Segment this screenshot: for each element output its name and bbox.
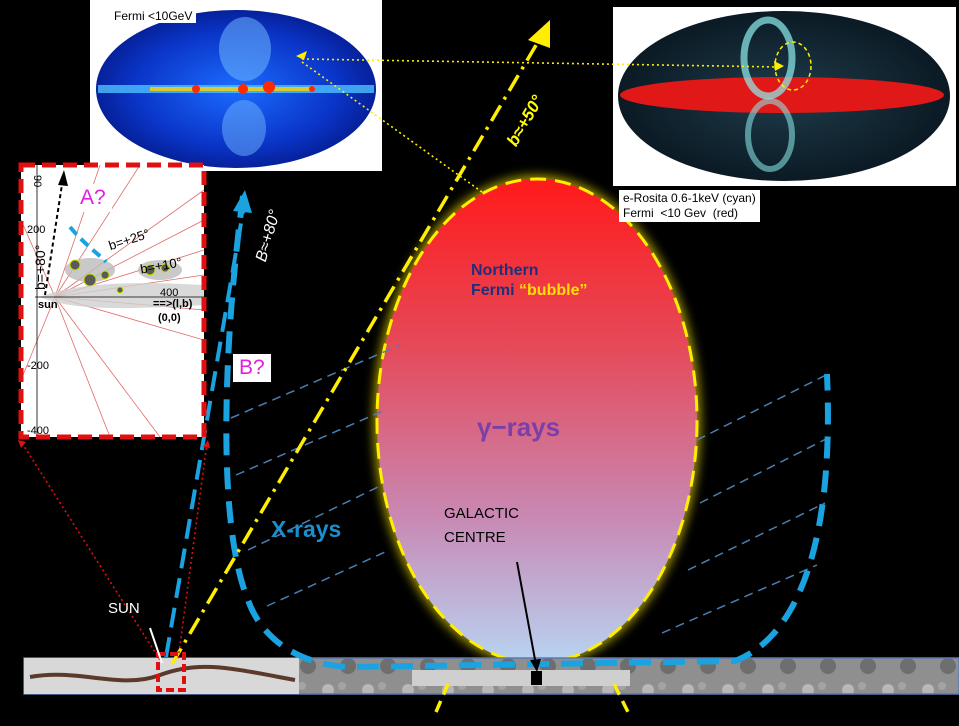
b80-sightline — [164, 199, 247, 658]
gamma-rays-label: γ−rays — [477, 412, 561, 442]
galactic-centre-label: GALACTIC CENTRE — [444, 505, 520, 546]
sun-label: SUN — [108, 600, 140, 617]
inset-question-a: A? — [74, 184, 112, 212]
inset-label-lb: ==>(l,b) — [153, 298, 193, 310]
fermi-bubble — [375, 177, 699, 665]
inset-connectors — [21, 442, 208, 661]
inset-connector-arrowheads — [18, 440, 210, 448]
bubble-title: Northern Fermi “bubble” — [471, 261, 587, 301]
erosita-map-label: e-Rosita 0.6-1keV (cyan) Fermi <10 Gev (… — [619, 190, 760, 222]
xray-hatching — [230, 344, 829, 634]
inset-tick-neg400: -400 — [27, 425, 50, 437]
b50-arrowhead — [528, 20, 550, 48]
inset-tick-200: 200 — [27, 224, 46, 236]
b80-arrowhead — [233, 190, 252, 213]
xray-envelope — [223, 195, 831, 671]
erosita-sky-map — [613, 7, 956, 186]
gc-pointer — [516, 561, 537, 666]
sun-marker-box — [156, 652, 186, 692]
gc-arrowhead — [530, 659, 541, 672]
inset-label-origin: (0,0) — [158, 312, 181, 324]
fermi-sky-map — [90, 0, 382, 171]
sun-pointer — [149, 627, 163, 664]
inset-label-b80: b=+80° — [32, 244, 48, 290]
inset-tick-90: 90 — [31, 175, 43, 188]
bubble-title-bubble: “bubble” — [519, 282, 588, 299]
b50-sightline — [170, 34, 544, 665]
inset-plot — [18, 162, 207, 440]
question-b: B? — [233, 354, 271, 382]
x-rays-label: X-rays — [271, 516, 342, 542]
inset-tick-400: 400 — [160, 287, 179, 299]
inset-tick-neg200: -200 — [27, 360, 50, 372]
galactic-plane-strip — [23, 657, 959, 695]
bubble-title-fermi: Fermi — [471, 282, 515, 299]
bubble-title-line1: Northern — [471, 262, 539, 279]
inset-label-sun: sun — [38, 299, 58, 311]
fermi-map-label: Fermi <10GeV — [110, 9, 197, 23]
lower-bubble-hint — [434, 683, 630, 713]
